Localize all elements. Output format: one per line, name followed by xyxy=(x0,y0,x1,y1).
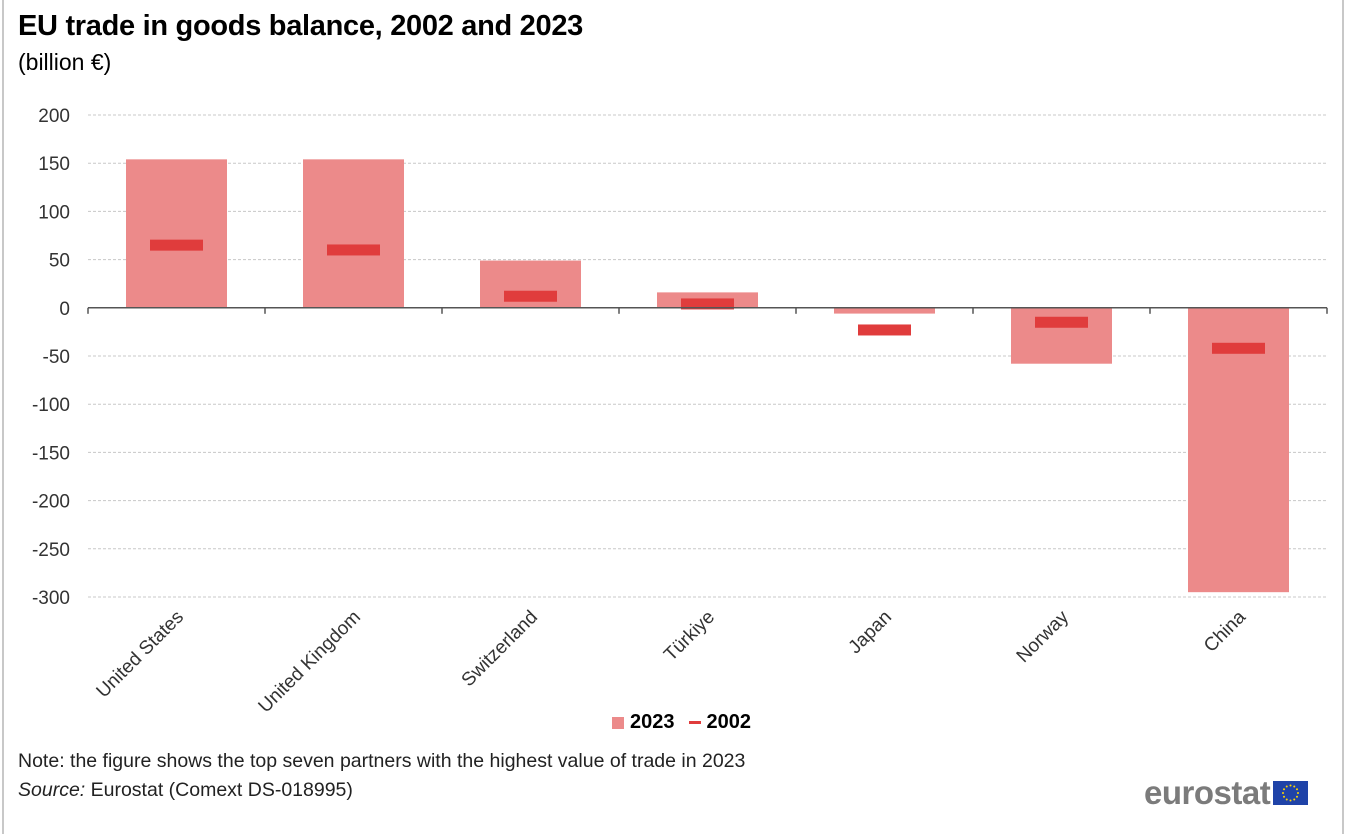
category-label: United Kingdom xyxy=(255,607,365,717)
eu-star xyxy=(1285,797,1288,800)
legend: 2023 2002 xyxy=(612,711,751,734)
y-tick-label: 150 xyxy=(38,154,70,175)
bar-2023 xyxy=(303,159,404,308)
y-tick-label: -50 xyxy=(43,347,70,368)
category-labels: United States United Kingdom Switzerland Tü… xyxy=(93,606,1251,717)
marker-2002 xyxy=(504,290,557,302)
category-label: Japan xyxy=(845,607,896,658)
eu-star xyxy=(1289,799,1292,801)
legend-label-2023: 2023 xyxy=(630,711,675,733)
eu-star xyxy=(1285,785,1288,788)
eu-star xyxy=(1289,784,1292,786)
chart-source: Source: Eurostat (Comext DS-018995) xyxy=(18,779,353,802)
source-text: Eurostat (Comext DS-018995) xyxy=(85,779,353,801)
legend-swatch-2023 xyxy=(612,716,624,729)
bar-2023 xyxy=(126,159,227,308)
eu-star xyxy=(1293,797,1296,800)
marker-2002 xyxy=(150,239,203,251)
eu-star xyxy=(1293,785,1296,788)
bar-2023 xyxy=(1011,307,1112,364)
bar-2023 xyxy=(834,307,935,314)
marker-2002 xyxy=(1035,316,1088,328)
eurostat-logo: eurostat xyxy=(1144,774,1309,811)
legend-swatch-2002 xyxy=(688,721,701,724)
eu-star xyxy=(1283,795,1286,798)
source-label: Source: xyxy=(18,779,86,801)
bar-2023 xyxy=(1188,307,1289,593)
markers-2002 xyxy=(150,239,1265,354)
y-tick-label: 100 xyxy=(38,202,70,223)
y-axis-ticks: 200 150 100 50 0 -50 -100 -150 -200 -250 -300 xyxy=(32,106,70,609)
eu-star xyxy=(1296,795,1299,798)
y-tick-label: 0 xyxy=(59,299,70,320)
chart-plot: 200 150 100 50 0 -50 -100 -150 -200 -250 -300 Unit… xyxy=(32,106,1328,717)
eu-star xyxy=(1282,791,1285,794)
category-label: Switzerland xyxy=(458,607,542,691)
x-axis xyxy=(87,307,1328,314)
marker-2002 xyxy=(858,324,911,336)
y-tick-label: -100 xyxy=(32,395,70,416)
y-tick-label: -200 xyxy=(32,492,70,513)
y-tick-label: -300 xyxy=(32,588,70,609)
y-tick-label: 200 xyxy=(38,106,70,127)
y-tick-label: -250 xyxy=(32,540,70,561)
legend-label-2002: 2002 xyxy=(706,711,752,733)
bars-2023 xyxy=(126,159,1289,593)
y-tick-label: -150 xyxy=(32,443,70,464)
eu-star xyxy=(1297,791,1300,794)
category-label: Norway xyxy=(1013,606,1074,667)
category-label: Türkiye xyxy=(660,607,719,666)
marker-2002 xyxy=(327,244,380,256)
category-label: China xyxy=(1200,606,1250,656)
eu-star xyxy=(1296,787,1299,790)
marker-2002 xyxy=(1212,342,1265,354)
chart-subtitle: (billion €) xyxy=(18,49,112,75)
gridlines xyxy=(88,114,1327,598)
eu-flag-icon xyxy=(1273,780,1309,805)
chart-note: Note: the figure shows the top seven par… xyxy=(18,750,746,772)
eu-star xyxy=(1283,787,1286,790)
category-label: United States xyxy=(93,607,189,703)
y-tick-label: 50 xyxy=(49,251,70,272)
logo-text: eurostat xyxy=(1144,774,1271,811)
chart-title: EU trade in goods balance, 2002 and 2023 xyxy=(18,10,583,42)
marker-2002 xyxy=(681,298,734,310)
